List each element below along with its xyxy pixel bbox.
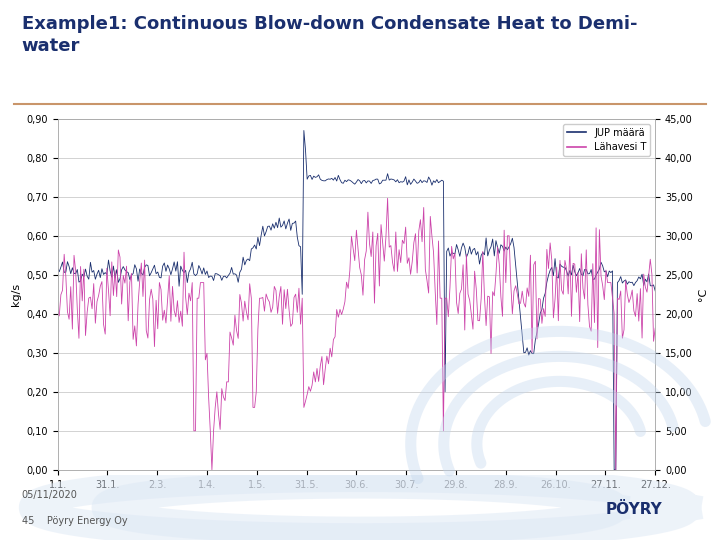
Lähavesi T	[180, 249, 189, 255]
JUP määrä	[610, 467, 618, 473]
JUP määrä	[567, 272, 576, 278]
JUP määrä	[300, 127, 308, 134]
Y-axis label: kg/s: kg/s	[11, 283, 21, 306]
Lähavesi T	[626, 294, 635, 301]
Y-axis label: °C: °C	[698, 288, 708, 301]
Lähavesi T	[383, 195, 392, 201]
Lähavesi T	[207, 467, 216, 473]
Text: Example1: Continuous Blow-down Condensate Heat to Demi-
water: Example1: Continuous Blow-down Condensat…	[22, 15, 637, 55]
Line: Lähavesi T: Lähavesi T	[58, 198, 655, 470]
Text: 05/11/2020: 05/11/2020	[22, 490, 78, 500]
Lähavesi T	[53, 307, 62, 314]
JUP määrä	[651, 288, 660, 294]
Lähavesi T	[569, 260, 577, 267]
Lähavesi T	[651, 325, 660, 332]
Lähavesi T	[219, 394, 228, 400]
Lähavesi T	[296, 321, 305, 327]
JUP määrä	[626, 279, 635, 286]
JUP määrä	[294, 242, 303, 249]
Text: 45    Pöyry Energy Oy: 45 Pöyry Energy Oy	[22, 516, 127, 526]
Legend: JUP määrä, Lähavesi T: JUP määrä, Lähavesi T	[563, 124, 650, 156]
Lähavesi T	[293, 309, 302, 315]
Line: JUP määrä: JUP määrä	[58, 131, 655, 470]
JUP määrä	[180, 269, 189, 276]
Text: PÖYRY: PÖYRY	[606, 502, 662, 517]
JUP määrä	[292, 218, 300, 224]
JUP määrä	[53, 265, 62, 271]
JUP määrä	[217, 277, 226, 284]
